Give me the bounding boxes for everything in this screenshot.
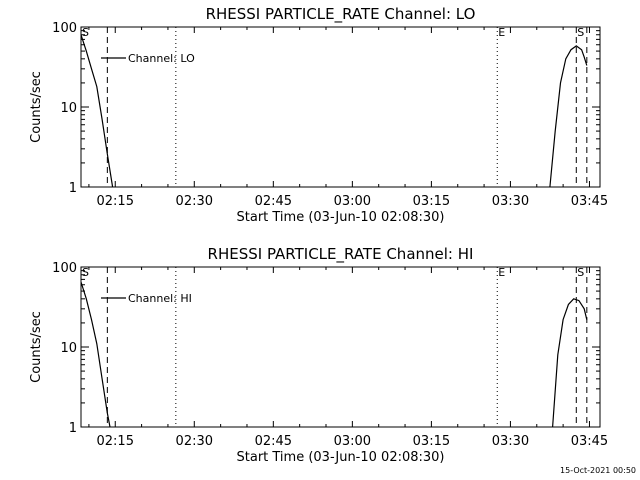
panel2-ytick-label-2: 100 [52, 261, 77, 276]
panel2-xtick-label-2: 02:45 [255, 434, 292, 449]
panel2-x-axis-label: Start Time (03-Jun-10 02:08:30) [237, 450, 445, 465]
panel2-y-axis-label: Counts/sec [29, 311, 44, 383]
panel1-x-axis-label: Start Time (03-Jun-10 02:08:30) [237, 210, 445, 225]
panel2-marker-label-3: E [498, 266, 505, 279]
panel1-xtick-label-0: 02:15 [97, 194, 134, 209]
panel1-plot-frame [80, 26, 601, 188]
panel1-marker-label-0: S [82, 26, 89, 39]
panel1-xtick-label-5: 03:30 [492, 194, 529, 209]
panel1-title: RHESSI PARTICLE_RATE Channel: LO [206, 5, 476, 24]
panel2-marker-label-4: S [577, 266, 584, 279]
panel1-ytick-label-1: 10 [60, 101, 77, 116]
panel2-xtick-label-4: 03:15 [413, 434, 450, 449]
panel2-xtick-label-3: 03:00 [334, 434, 371, 449]
panel1-series-0-segment-0 [80, 34, 114, 188]
panel2-ytick-label-1: 10 [60, 341, 77, 356]
panel2-ytick-label-0: 1 [69, 421, 77, 436]
panel2-xtick-label-1: 02:30 [176, 434, 213, 449]
panel2-plot-frame [80, 266, 601, 428]
panel1-marker-label-4: S [577, 26, 584, 39]
panel1-xtick-label-1: 02:30 [176, 194, 213, 209]
panel2-xtick-label-5: 03:30 [492, 434, 529, 449]
panel2-series-0-segment-1 [552, 298, 588, 428]
panel1-series-0-segment-1 [549, 45, 588, 188]
panel1-y-axis-label: Counts/sec [29, 71, 44, 143]
panel2-legend-label: Channel: HI [128, 292, 192, 305]
panel1-marker-label-3: E [498, 26, 505, 39]
panel2-series-0-segment-0 [80, 281, 111, 428]
panel2-xtick-label-6: 03:45 [571, 434, 608, 449]
footer-timestamp: 15-Oct-2021 00:50 [560, 466, 636, 475]
panel2-title: RHESSI PARTICLE_RATE Channel: HI [208, 245, 474, 264]
panel1-xtick-label-6: 03:45 [571, 194, 608, 209]
panel1-legend-label: Channel: LO [128, 52, 195, 65]
panel2-xtick-label-0: 02:15 [97, 434, 134, 449]
panel1-ytick-label-2: 100 [52, 21, 77, 36]
panel2-marker-label-0: S [82, 266, 89, 279]
panel1-xtick-label-4: 03:15 [413, 194, 450, 209]
panel1-xtick-label-2: 02:45 [255, 194, 292, 209]
panel1-xtick-label-3: 03:00 [334, 194, 371, 209]
panel1-ytick-label-0: 1 [69, 181, 77, 196]
